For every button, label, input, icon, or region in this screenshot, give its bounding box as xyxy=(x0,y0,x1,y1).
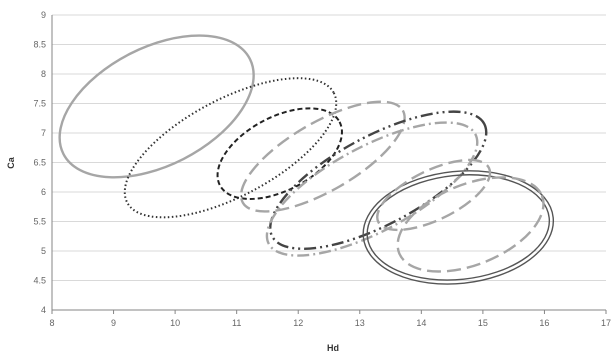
x-tick-label: 14 xyxy=(416,318,426,328)
ellipse-series-2 xyxy=(123,77,338,219)
ellipse-series-3 xyxy=(216,107,343,200)
ellipse-series-7-inner xyxy=(366,174,551,281)
x-tick-label: 16 xyxy=(539,318,549,328)
x-tick-label: 10 xyxy=(170,318,180,328)
y-tick-label: 8.5 xyxy=(33,40,46,50)
x-tick-label: 12 xyxy=(293,318,303,328)
y-axis-label: Ca xyxy=(6,156,16,168)
x-tick-label: 17 xyxy=(601,318,611,328)
y-tick-label: 9 xyxy=(41,10,46,20)
ellipse-series-4 xyxy=(239,100,406,213)
y-tick-label: 5.5 xyxy=(33,217,46,227)
x-tick-label: 13 xyxy=(355,318,365,328)
ellipse-series-9 xyxy=(376,158,492,232)
ellipse-series-6 xyxy=(265,121,479,257)
y-tick-label: 4.5 xyxy=(33,276,46,286)
y-tick-label: 4 xyxy=(41,305,46,315)
x-tick-label: 15 xyxy=(478,318,488,328)
y-tick-label: 6 xyxy=(41,187,46,197)
ellipse-series-8 xyxy=(396,176,545,273)
y-tick-label: 7 xyxy=(41,128,46,138)
y-tick-label: 8 xyxy=(41,69,46,79)
x-axis-label: Hd xyxy=(327,343,339,353)
y-tick-label: 6.5 xyxy=(33,158,46,168)
x-tick-label: 8 xyxy=(49,318,54,328)
ellipse-series-1 xyxy=(58,34,255,179)
ellipse-series-7-outer xyxy=(362,170,555,285)
y-tick-label: 7.5 xyxy=(33,99,46,109)
x-tick-label: 9 xyxy=(111,318,116,328)
x-tick-labels: 8 9 10 11 12 13 14 15 16 17 xyxy=(49,318,611,328)
ellipse-series-5 xyxy=(269,110,488,250)
y-tick-label: 5 xyxy=(41,246,46,256)
x-tick-label: 11 xyxy=(232,318,241,328)
plot-area xyxy=(58,34,555,285)
y-tick-labels: 4 4.5 5 5.5 6 6.5 7 7.5 8 8.5 9 xyxy=(33,10,46,315)
gridlines xyxy=(52,14,606,281)
axes xyxy=(51,15,607,314)
